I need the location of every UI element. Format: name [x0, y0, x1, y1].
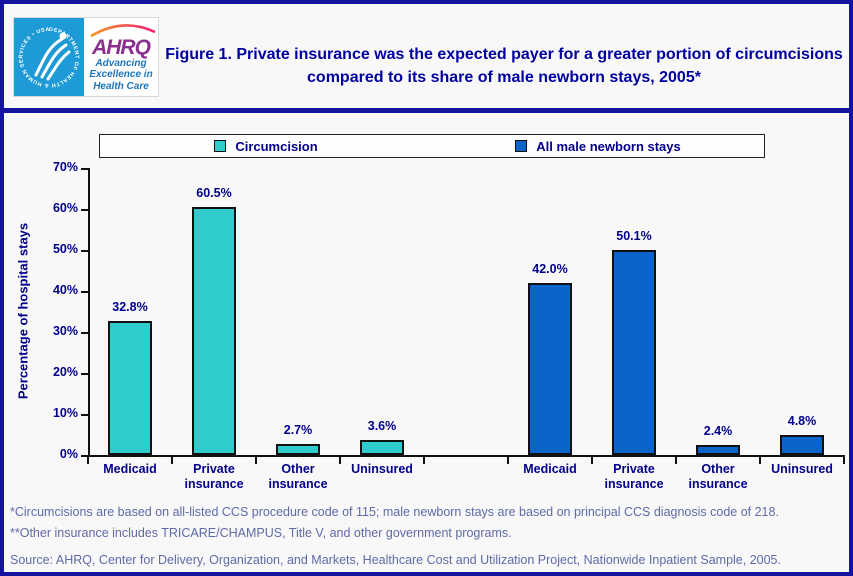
ahrq-brand-text: AHRQ	[92, 35, 151, 59]
x-tick	[423, 457, 425, 464]
bar-all-male-newborn-stays-other-insurance	[696, 445, 740, 455]
bar-circumcision-private-insurance	[192, 207, 236, 455]
x-category-label: Uninsured	[771, 462, 833, 476]
y-tick-label: 50%	[52, 242, 78, 256]
footnote-2: **Other insurance includes TRICARE/CHAMP…	[10, 526, 512, 540]
y-tick	[81, 373, 88, 375]
footnote-area: *Circumcisions are based on all-listed C…	[4, 497, 849, 572]
figure-title: Figure 1. Private insurance was the expe…	[165, 46, 843, 86]
bar-all-male-newborn-stays-uninsured	[780, 435, 824, 455]
bar-circumcision-other-insurance	[276, 444, 320, 455]
legend: Circumcision All male newborn stays	[99, 134, 765, 158]
bar-chart: Circumcision All male newborn stays Perc…	[4, 113, 849, 497]
y-tick-label: 0%	[59, 447, 78, 461]
x-tick	[171, 457, 173, 464]
bar-value-label: 32.8%	[112, 300, 148, 314]
teal-swatch-icon	[214, 140, 227, 152]
ahrq-logo: DEPARTMENT OF HEALTH & HUMAN SERVICES • …	[13, 17, 159, 97]
hhs-seal-icon: DEPARTMENT OF HEALTH & HUMAN SERVICES • …	[14, 18, 84, 96]
bar-value-label: 42.0%	[532, 262, 568, 276]
legend-label: All male newborn stays	[536, 138, 681, 154]
x-category-label: Other insurance	[268, 462, 328, 491]
bar-circumcision-uninsured	[360, 440, 404, 455]
x-category-label: Other insurance	[688, 462, 748, 491]
x-tick	[759, 457, 761, 464]
header-divider	[4, 108, 849, 113]
x-axis-line	[88, 455, 845, 457]
y-tick	[81, 291, 88, 293]
bar-value-label: 2.7%	[283, 423, 313, 437]
legend-entry-newborn-stays: All male newborn stays	[432, 135, 764, 157]
x-tick	[339, 457, 341, 464]
ahrq-wordmark: AHRQ Advancing Excellence in Health Care	[84, 18, 158, 96]
source-line: Source: AHRQ, Center for Delivery, Organ…	[10, 553, 781, 567]
bar-value-label: 60.5%	[196, 186, 232, 200]
x-tick	[675, 457, 677, 464]
bar-circumcision-medicaid	[108, 321, 152, 455]
y-tick-label: 60%	[52, 201, 78, 215]
x-category-label: Private insurance	[604, 462, 664, 491]
legend-label: Circumcision	[235, 138, 318, 154]
x-category-label: Medicaid	[523, 462, 577, 476]
y-tick-label: 70%	[52, 160, 78, 174]
y-tick-label: 10%	[52, 406, 78, 420]
bar-all-male-newborn-stays-medicaid	[528, 283, 572, 455]
y-tick	[81, 168, 88, 170]
bar-value-label: 4.8%	[787, 414, 817, 428]
x-tick	[507, 457, 509, 464]
y-tick	[81, 455, 88, 457]
y-tick	[81, 209, 88, 211]
x-tick	[591, 457, 593, 464]
blue-swatch-icon	[515, 140, 528, 152]
ahrq-tagline: Advancing Excellence in Health Care	[89, 57, 153, 92]
y-tick	[81, 414, 88, 416]
y-tick	[81, 332, 88, 334]
x-tick	[255, 457, 257, 464]
title-area: Figure 1. Private insurance was the expe…	[159, 23, 849, 89]
bar-value-label: 2.4%	[703, 424, 733, 438]
bar-all-male-newborn-stays-private-insurance	[612, 250, 656, 455]
x-category-label: Private insurance	[184, 462, 244, 491]
x-category-label: Medicaid	[103, 462, 157, 476]
y-tick-label: 30%	[52, 324, 78, 338]
y-tick	[81, 250, 88, 252]
y-axis-line	[88, 168, 90, 457]
arc-icon	[90, 24, 156, 38]
footnote-1: *Circumcisions are based on all-listed C…	[10, 505, 779, 519]
y-axis-title: Percentage of hospital stays	[15, 222, 31, 400]
header: DEPARTMENT OF HEALTH & HUMAN SERVICES • …	[4, 4, 849, 108]
bar-value-label: 50.1%	[616, 229, 652, 243]
x-tick	[87, 457, 89, 464]
x-category-label: Uninsured	[351, 462, 413, 476]
y-tick-label: 40%	[52, 283, 78, 297]
bar-value-label: 3.6%	[367, 419, 397, 433]
x-tick	[843, 457, 845, 464]
legend-entry-circumcision: Circumcision	[100, 135, 432, 157]
y-tick-label: 20%	[52, 365, 78, 379]
